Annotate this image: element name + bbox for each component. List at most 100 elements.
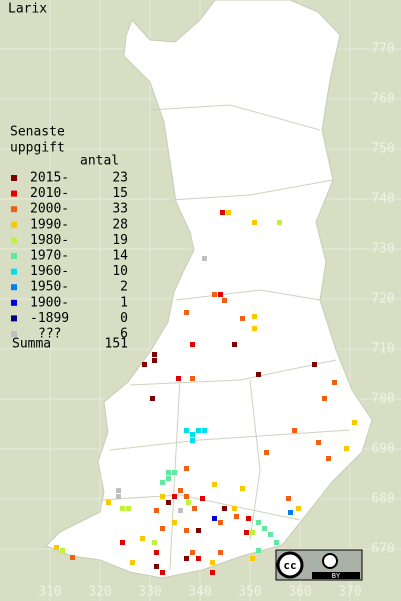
occurrence-square bbox=[288, 510, 293, 515]
legend-label: ??? bbox=[38, 327, 61, 342]
legend-total: 151 bbox=[105, 337, 128, 352]
legend-swatch bbox=[11, 253, 17, 259]
y-tick-label: 670 bbox=[371, 542, 394, 557]
occurrence-square bbox=[186, 500, 191, 505]
legend-total-label: Summa bbox=[12, 337, 51, 352]
occurrence-square bbox=[312, 362, 317, 367]
occurrence-square bbox=[292, 428, 297, 433]
legend-label: -1899 bbox=[30, 311, 69, 326]
legend-swatch bbox=[11, 237, 17, 244]
occurrence-square bbox=[160, 480, 165, 485]
legend-swatch bbox=[11, 331, 17, 337]
legend-label: 2010- bbox=[30, 186, 69, 201]
legend-count: 28 bbox=[112, 217, 128, 232]
y-tick-label: 710 bbox=[371, 342, 394, 357]
legend-label: 2015- bbox=[30, 171, 69, 186]
badge-bar bbox=[312, 572, 360, 579]
occurrence-square bbox=[218, 520, 223, 525]
legend-count: 19 bbox=[112, 233, 128, 248]
x-tick-label: 330 bbox=[138, 585, 161, 600]
legend-count: 2 bbox=[120, 280, 128, 295]
occurrence-squares bbox=[54, 210, 357, 575]
occurrence-square bbox=[116, 488, 121, 493]
occurrence-square bbox=[130, 560, 135, 565]
occurrence-square bbox=[60, 548, 65, 553]
x-tick-label: 370 bbox=[338, 585, 361, 600]
occurrence-square bbox=[178, 488, 183, 493]
occurrence-square bbox=[190, 432, 195, 437]
occurrence-square bbox=[154, 508, 159, 513]
occurrence-square bbox=[166, 470, 171, 475]
region-borders bbox=[99, 104, 351, 571]
y-tick-label: 740 bbox=[371, 192, 394, 207]
legend-count-heading: antal bbox=[80, 154, 119, 169]
legend-count: 0 bbox=[120, 311, 128, 326]
occurrence-square bbox=[256, 548, 261, 553]
occurrence-square bbox=[184, 556, 189, 561]
x-tick-label: 340 bbox=[188, 585, 211, 600]
occurrence-square bbox=[250, 556, 255, 561]
occurrence-square bbox=[190, 376, 195, 381]
occurrence-square bbox=[274, 540, 279, 545]
occurrence-square bbox=[190, 550, 195, 555]
occurrence-square bbox=[152, 540, 157, 545]
legend-label: 1980- bbox=[30, 233, 69, 248]
occurrence-square bbox=[160, 570, 165, 575]
occurrence-square bbox=[286, 496, 291, 501]
occurrence-square bbox=[140, 536, 145, 541]
occurrence-square bbox=[262, 526, 267, 531]
occurrence-square bbox=[244, 530, 249, 535]
occurrence-square bbox=[166, 500, 171, 505]
occurrence-square bbox=[322, 396, 327, 401]
occurrence-square bbox=[250, 530, 255, 535]
occurrence-square bbox=[116, 494, 121, 499]
occurrence-square bbox=[222, 506, 227, 511]
occurrence-square bbox=[218, 550, 223, 555]
occurrence-square bbox=[166, 476, 171, 481]
legend-swatch bbox=[11, 284, 17, 291]
occurrence-square bbox=[296, 506, 301, 511]
occurrence-square bbox=[202, 256, 207, 261]
legend-swatch bbox=[11, 175, 17, 181]
occurrence-square bbox=[176, 376, 181, 381]
occurrence-square bbox=[212, 292, 217, 297]
occurrence-square bbox=[142, 362, 147, 367]
occurrence-square bbox=[252, 326, 257, 331]
occurrence-square bbox=[240, 316, 245, 321]
legend-label: 2000- bbox=[30, 202, 69, 217]
occurrence-square bbox=[252, 314, 257, 319]
occurrence-square bbox=[240, 486, 245, 491]
legend-heading: Senaste bbox=[10, 125, 65, 140]
legend-swatch bbox=[11, 315, 17, 322]
occurrence-square bbox=[54, 545, 59, 550]
occurrence-square bbox=[316, 440, 321, 445]
y-tick-label: 690 bbox=[371, 442, 394, 457]
occurrence-square bbox=[160, 526, 165, 531]
legend-count: 15 bbox=[112, 186, 128, 201]
by-icon bbox=[322, 553, 338, 569]
cc-text: cc bbox=[283, 559, 296, 572]
occurrence-square bbox=[126, 506, 131, 511]
occurrence-square bbox=[220, 210, 225, 215]
legend-swatch bbox=[11, 268, 17, 275]
occurrence-square bbox=[200, 496, 205, 501]
occurrence-square bbox=[172, 520, 177, 525]
occurrence-square bbox=[150, 396, 155, 401]
occurrence-square bbox=[192, 506, 197, 511]
x-tick-label: 360 bbox=[288, 585, 311, 600]
occurrence-square bbox=[252, 220, 257, 225]
x-tick-label: 310 bbox=[38, 585, 61, 600]
legend-count: 23 bbox=[112, 171, 128, 186]
occurrence-square bbox=[196, 556, 201, 561]
legend-label: 1970- bbox=[30, 249, 69, 264]
occurrence-square bbox=[184, 466, 189, 471]
legend-label: 1950- bbox=[30, 280, 69, 295]
occurrence-square bbox=[196, 528, 201, 533]
occurrence-square bbox=[190, 342, 195, 347]
occurrence-square bbox=[226, 210, 231, 215]
legend-count: 1 bbox=[120, 295, 128, 310]
y-tick-label: 730 bbox=[371, 242, 394, 257]
y-tick-label: 770 bbox=[371, 42, 394, 57]
occurrence-square bbox=[184, 310, 189, 315]
